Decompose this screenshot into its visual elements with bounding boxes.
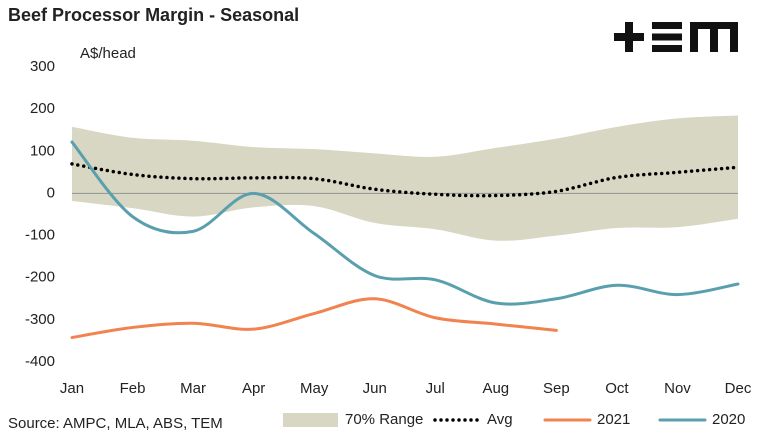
- y-tick-label: 0: [47, 184, 55, 201]
- y-tick-label: -400: [25, 353, 55, 370]
- x-tick-label: Aug: [482, 380, 509, 397]
- legend-label: 2020: [712, 411, 745, 428]
- y-tick-label: 200: [30, 100, 55, 117]
- logo: [614, 22, 738, 52]
- x-tick-label: Sep: [543, 380, 570, 397]
- y-tick-label: -100: [25, 227, 55, 244]
- legend-label: 2021: [597, 411, 630, 428]
- x-tick-label: Oct: [605, 380, 629, 397]
- x-tick-label: Mar: [180, 380, 206, 397]
- y-tick-label: -200: [25, 269, 55, 286]
- legend-label: 70% Range: [345, 411, 423, 428]
- range-band: [72, 115, 738, 241]
- legend-label: Avg: [487, 411, 513, 428]
- x-tick-label: Jul: [426, 380, 445, 397]
- x-tick-label: Jan: [60, 380, 84, 397]
- x-tick-label: Nov: [664, 380, 691, 397]
- y-axis-label: A$/head: [80, 45, 136, 62]
- series-line: [70, 297, 558, 340]
- series-line: [70, 162, 740, 198]
- x-tick-label: Apr: [242, 380, 265, 397]
- legend-swatch: [283, 413, 338, 427]
- x-tick-label: Dec: [725, 380, 752, 397]
- series-line: [70, 140, 740, 306]
- y-tick-label: 300: [30, 58, 55, 75]
- chart-title: Beef Processor Margin - Seasonal: [8, 5, 299, 25]
- x-tick-label: Jun: [363, 380, 387, 397]
- y-tick-label: -300: [25, 311, 55, 328]
- source: Source: AMPC, MLA, ABS, TEM: [8, 415, 223, 432]
- y-tick-label: 100: [30, 142, 55, 159]
- x-tick-label: Feb: [120, 380, 146, 397]
- x-tick-label: May: [300, 380, 329, 397]
